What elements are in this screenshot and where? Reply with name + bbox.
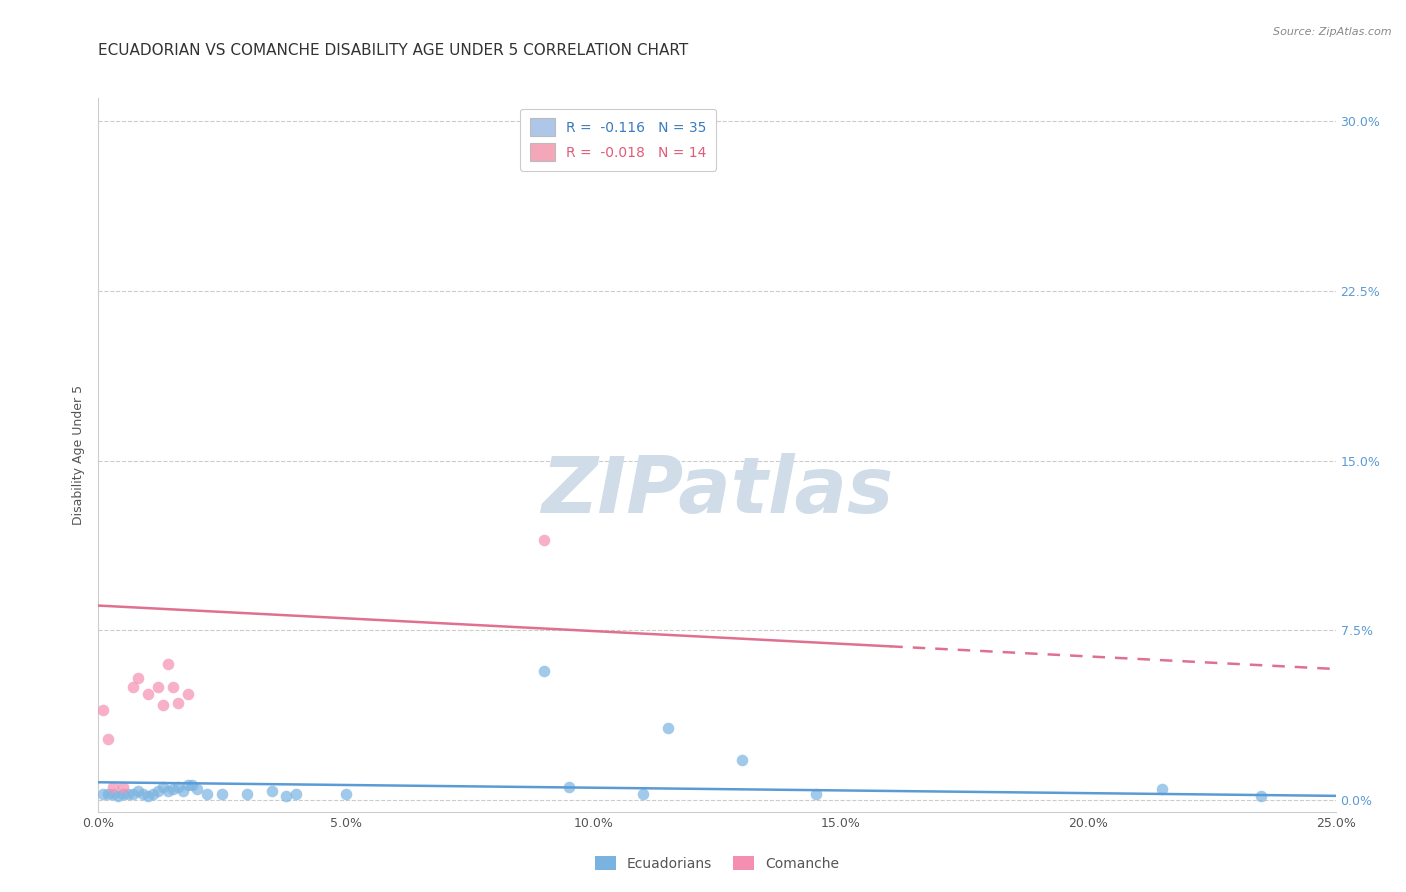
Point	[156, 784, 179, 798]
Text: Source: ZipAtlas.com: Source: ZipAtlas.com	[1274, 27, 1392, 37]
Point	[97, 732, 120, 747]
Point	[195, 787, 218, 801]
Point	[112, 787, 135, 801]
Point	[260, 784, 283, 798]
Point	[136, 687, 159, 701]
Y-axis label: Disability Age Under 5: Disability Age Under 5	[72, 384, 86, 525]
Point	[166, 696, 188, 710]
Point	[731, 753, 754, 767]
Point	[533, 533, 555, 547]
Point	[236, 787, 259, 801]
Point	[103, 780, 125, 794]
Point	[166, 780, 188, 794]
Point	[285, 787, 308, 801]
Point	[103, 787, 125, 801]
Point	[176, 687, 198, 701]
Point	[1250, 789, 1272, 803]
Point	[93, 787, 115, 801]
Point	[107, 789, 129, 803]
Point	[186, 782, 208, 797]
Point	[122, 680, 145, 694]
Point	[804, 787, 827, 801]
Point	[152, 780, 174, 794]
Point	[127, 671, 149, 685]
Point	[122, 787, 145, 801]
Point	[631, 787, 654, 801]
Point	[276, 789, 298, 803]
Point	[162, 680, 184, 694]
Point	[335, 787, 357, 801]
Point	[117, 787, 139, 801]
Point	[152, 698, 174, 713]
Text: ZIPatlas: ZIPatlas	[541, 452, 893, 529]
Point	[1152, 782, 1174, 797]
Text: ECUADORIAN VS COMANCHE DISABILITY AGE UNDER 5 CORRELATION CHART: ECUADORIAN VS COMANCHE DISABILITY AGE UN…	[98, 43, 689, 58]
Point	[112, 780, 135, 794]
Point	[97, 787, 120, 801]
Point	[132, 787, 155, 801]
Point	[142, 787, 165, 801]
Point	[211, 787, 233, 801]
Point	[172, 784, 194, 798]
Point	[176, 778, 198, 792]
Point	[127, 784, 149, 798]
Point	[146, 680, 169, 694]
Point	[533, 665, 555, 679]
Point	[657, 721, 679, 735]
Point	[136, 789, 159, 803]
Point	[162, 782, 184, 797]
Point	[146, 784, 169, 798]
Legend: Ecuadorians, Comanche: Ecuadorians, Comanche	[589, 850, 845, 876]
Point	[557, 780, 579, 794]
Point	[181, 778, 204, 792]
Point	[93, 703, 115, 717]
Point	[156, 657, 179, 672]
